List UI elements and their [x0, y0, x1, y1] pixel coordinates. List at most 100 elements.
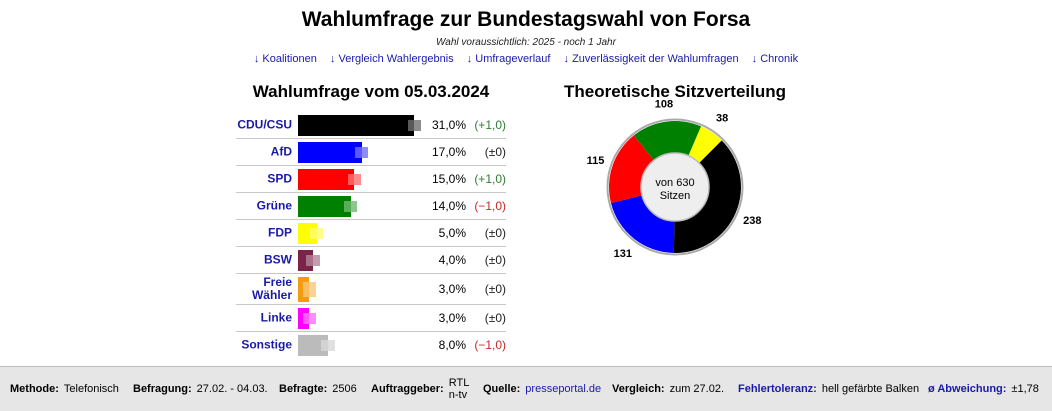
- bar-row: Grüne 14,0% (−1,0): [236, 193, 506, 220]
- change-label: (−1,0): [474, 199, 506, 213]
- befragung-label: Befragung:: [133, 383, 192, 395]
- party-label[interactable]: FDP: [268, 225, 292, 240]
- change-label: (±0): [484, 226, 506, 240]
- nav-link-zuverlaessigkeit[interactable]: ↓ Zuverlässigkeit der Wahlumfragen: [563, 53, 739, 65]
- bar: [298, 277, 310, 302]
- footer-abweichung: ø Abweichung: ±1,78: [928, 367, 1039, 411]
- party-label[interactable]: Freie Wähler: [251, 275, 292, 302]
- bar: [298, 250, 313, 271]
- party-label[interactable]: SPD: [267, 171, 292, 186]
- party-label[interactable]: Sonstige: [241, 337, 292, 352]
- error-bar-extension: [309, 313, 316, 324]
- change-label: (±0): [484, 311, 506, 325]
- seat-title: Theoretische Sitzverteilung: [564, 82, 786, 101]
- percent-label: 4,0%: [438, 253, 466, 267]
- seat-label: 115: [587, 155, 605, 167]
- nav-link-vergleich[interactable]: ↓ Vergleich Wahlergebnis: [329, 53, 454, 65]
- error-bar-extension: [354, 174, 361, 185]
- bar: [298, 308, 310, 329]
- page-subtitle: Wahl voraussichtlich: 2025 - noch 1 Jahr: [436, 37, 616, 48]
- donut-slice: [673, 140, 741, 253]
- center-label: Sitzen: [660, 190, 691, 202]
- change-label: (±0): [484, 282, 506, 296]
- section-nav: ↓ Koalitionen ↓ Vergleich Wahlergebnis ↓…: [0, 53, 1052, 65]
- bar-area: [298, 308, 418, 329]
- change-label: (±0): [484, 145, 506, 159]
- donut-center: [640, 152, 710, 222]
- seat-label: 38: [716, 112, 728, 124]
- percent-label: 5,0%: [438, 226, 466, 240]
- seat-label: 238: [743, 215, 761, 227]
- poll-title: Wahlumfrage vom 05.03.2024: [252, 82, 490, 101]
- error-bar-extension: [309, 282, 316, 297]
- change-label: (−1,0): [474, 338, 506, 352]
- party-label[interactable]: Grüne: [256, 198, 292, 213]
- befragte-value: 2506: [332, 383, 357, 395]
- error-bar-extension: [361, 147, 369, 158]
- auftraggeber-value-2: n-tv: [448, 389, 468, 401]
- percent-label: 3,0%: [438, 282, 466, 296]
- error-bar: [302, 282, 316, 297]
- percent-label: 15,0%: [431, 172, 466, 186]
- footer-methode: Methode: Telefonisch: [10, 367, 119, 411]
- vergleich-label: Vergleich:: [612, 383, 665, 395]
- bar-area: [298, 277, 418, 302]
- footer-bar: Methode: Telefonisch Befragung: 27.02. -…: [0, 366, 1052, 411]
- party-label[interactable]: CDU/CSU: [237, 117, 292, 132]
- error-bar-extension: [328, 340, 335, 351]
- change-label: (+1,0): [474, 172, 506, 186]
- quelle-link[interactable]: presseportal.de: [525, 383, 602, 395]
- bar: [298, 115, 415, 136]
- nav-link-koalitionen[interactable]: ↓ Koalitionen: [253, 53, 317, 65]
- party-label[interactable]: BSW: [264, 252, 292, 267]
- fehlertoleranz-link[interactable]: Fehlertoleranz:: [738, 383, 817, 395]
- bar: [298, 169, 355, 190]
- auftraggeber-value-1: RTL: [448, 377, 470, 389]
- bar-area: [298, 115, 421, 136]
- methode-label: Methode:: [10, 383, 59, 395]
- donut-slice: [688, 126, 722, 163]
- fehlertoleranz-value: hell gefärbte Balken: [821, 383, 920, 395]
- footer-befragte: Befragte: 2506: [279, 367, 357, 411]
- bar-row: BSW 4,0% (±0): [236, 247, 506, 274]
- error-bar: [310, 228, 324, 239]
- donut-slice: [609, 135, 654, 204]
- seat-label: 131: [614, 248, 632, 260]
- error-bar: [306, 255, 320, 266]
- percent-label: 14,0%: [431, 199, 466, 213]
- bar: [298, 142, 362, 163]
- auftraggeber-label: Auftraggeber:: [371, 383, 444, 395]
- seat-label: 108: [655, 100, 673, 111]
- nav-link-umfrageverlauf[interactable]: ↓ Umfrageverlauf: [466, 53, 551, 65]
- bar-row: CDU/CSU 31,0% (+1,0): [236, 112, 506, 139]
- bar: [298, 196, 351, 217]
- footer-vergleich: Vergleich: zum 27.02.: [612, 367, 724, 411]
- abweichung-link[interactable]: ø Abweichung:: [928, 383, 1007, 395]
- bar-area: [298, 142, 418, 163]
- error-bar: [302, 313, 316, 324]
- footer-fehlertoleranz: Fehlertoleranz: hell gefärbte Balken: [738, 367, 919, 411]
- bar-area: [298, 335, 418, 356]
- party-label[interactable]: Linke: [260, 310, 292, 325]
- center-label: von 630: [655, 177, 694, 189]
- bar-area: [298, 196, 418, 217]
- error-bar: [321, 340, 335, 351]
- error-bar: [355, 147, 369, 158]
- befragung-value: 27.02. - 04.03.: [196, 383, 268, 395]
- percent-label: 31,0%: [431, 118, 466, 132]
- percent-label: 8,0%: [438, 338, 466, 352]
- bar: [298, 335, 328, 356]
- poll-bar-chart: CDU/CSU 31,0% (+1,0) AfD 17,0% (±0) SPD 15,0% (+…: [236, 112, 506, 358]
- percent-label: 17,0%: [431, 145, 466, 159]
- nav-link-chronik[interactable]: ↓ Chronik: [751, 53, 799, 65]
- party-label[interactable]: AfD: [270, 144, 292, 159]
- footer-auftraggeber: Auftraggeber: RTL n-tv: [371, 367, 469, 411]
- error-bar: [347, 174, 361, 185]
- page-title: Wahlumfrage zur Bundestagswahl von Forsa: [301, 8, 751, 31]
- quelle-label: Quelle:: [483, 383, 521, 395]
- abweichung-value: ±1,78: [1011, 383, 1039, 395]
- error-bar: [407, 120, 421, 131]
- bar-area: [298, 250, 418, 271]
- donut-slice: [611, 195, 675, 253]
